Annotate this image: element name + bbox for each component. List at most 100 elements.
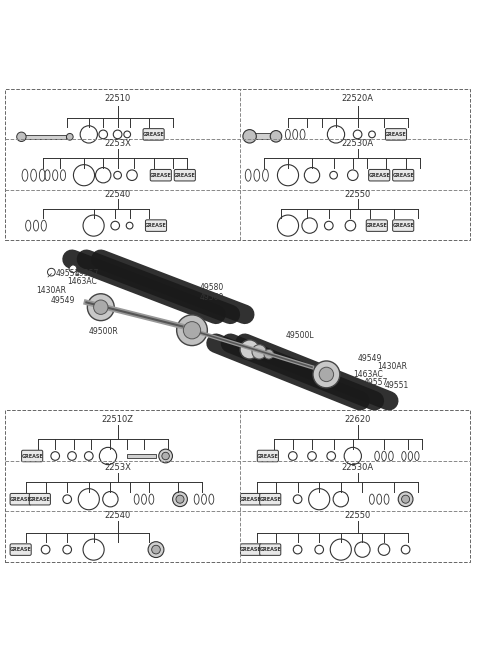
Text: 1430AR: 1430AR <box>377 362 407 371</box>
Circle shape <box>277 165 299 186</box>
Text: GREASE: GREASE <box>143 132 165 137</box>
Text: 22520A: 22520A <box>342 94 373 103</box>
Circle shape <box>51 452 60 460</box>
Circle shape <box>114 171 121 179</box>
Circle shape <box>17 132 26 141</box>
Circle shape <box>173 492 187 507</box>
Text: 1463AC: 1463AC <box>353 370 383 379</box>
Circle shape <box>73 165 95 186</box>
Circle shape <box>152 545 160 554</box>
FancyBboxPatch shape <box>257 450 278 462</box>
Circle shape <box>277 215 299 236</box>
FancyBboxPatch shape <box>174 169 195 181</box>
Circle shape <box>270 130 282 142</box>
Bar <box>5 410 470 562</box>
Circle shape <box>183 321 201 339</box>
Text: 49580: 49580 <box>199 284 224 292</box>
Circle shape <box>369 131 375 138</box>
FancyBboxPatch shape <box>150 169 171 181</box>
Circle shape <box>68 452 76 460</box>
Circle shape <box>293 495 302 503</box>
Circle shape <box>330 539 351 560</box>
Circle shape <box>63 545 72 554</box>
Text: GREASE: GREASE <box>259 497 281 502</box>
Circle shape <box>330 171 337 179</box>
Text: 1463AC: 1463AC <box>67 277 97 286</box>
Bar <box>252 133 276 139</box>
FancyBboxPatch shape <box>145 220 167 231</box>
Circle shape <box>162 452 169 459</box>
Circle shape <box>243 130 256 143</box>
Text: 49500R: 49500R <box>89 327 119 336</box>
Text: GREASE: GREASE <box>259 547 281 552</box>
FancyBboxPatch shape <box>22 450 43 462</box>
Circle shape <box>355 542 370 557</box>
Text: GREASE: GREASE <box>385 132 407 137</box>
Text: 22550: 22550 <box>345 190 371 199</box>
Text: 2253X: 2253X <box>104 463 131 472</box>
Circle shape <box>83 215 104 236</box>
FancyBboxPatch shape <box>260 493 281 505</box>
Circle shape <box>99 447 117 465</box>
FancyBboxPatch shape <box>10 493 31 505</box>
Circle shape <box>264 349 274 359</box>
FancyBboxPatch shape <box>260 544 281 555</box>
Circle shape <box>327 126 345 143</box>
Circle shape <box>402 495 409 503</box>
Circle shape <box>345 220 356 231</box>
Text: 22540: 22540 <box>105 511 131 520</box>
Circle shape <box>313 361 340 388</box>
Text: 1430AR: 1430AR <box>36 286 66 295</box>
Circle shape <box>344 447 361 465</box>
FancyBboxPatch shape <box>29 493 50 505</box>
FancyBboxPatch shape <box>366 220 387 231</box>
Circle shape <box>94 300 108 314</box>
Circle shape <box>103 492 118 507</box>
Text: GREASE: GREASE <box>150 173 172 178</box>
Circle shape <box>327 452 336 460</box>
Circle shape <box>111 221 120 230</box>
Text: GREASE: GREASE <box>10 497 32 502</box>
Circle shape <box>302 218 317 233</box>
Text: GREASE: GREASE <box>174 173 196 178</box>
Circle shape <box>124 131 131 138</box>
Text: 2253X: 2253X <box>104 139 131 148</box>
Circle shape <box>324 221 333 230</box>
Text: 22530A: 22530A <box>342 139 373 148</box>
Circle shape <box>96 168 111 183</box>
Text: 22510Z: 22510Z <box>102 415 133 424</box>
Text: 49549: 49549 <box>358 354 382 363</box>
Circle shape <box>80 126 97 143</box>
Circle shape <box>69 265 77 273</box>
Circle shape <box>348 170 358 181</box>
Circle shape <box>333 492 348 507</box>
Circle shape <box>308 452 316 460</box>
Circle shape <box>401 545 410 554</box>
Circle shape <box>252 345 266 359</box>
Circle shape <box>319 367 334 382</box>
Circle shape <box>176 495 184 503</box>
Text: 22540: 22540 <box>105 190 131 199</box>
Text: 49557: 49557 <box>364 378 388 387</box>
Text: GREASE: GREASE <box>368 173 390 178</box>
Text: GREASE: GREASE <box>366 223 388 228</box>
Text: 49551: 49551 <box>385 381 409 390</box>
FancyBboxPatch shape <box>369 169 390 181</box>
Text: 49551: 49551 <box>55 269 80 278</box>
Text: GREASE: GREASE <box>392 223 414 228</box>
Circle shape <box>83 539 104 560</box>
Circle shape <box>99 130 108 139</box>
Text: GREASE: GREASE <box>21 454 43 459</box>
Text: 22550: 22550 <box>345 511 371 520</box>
FancyBboxPatch shape <box>10 544 31 555</box>
Text: 49560: 49560 <box>199 293 224 302</box>
FancyBboxPatch shape <box>240 493 262 505</box>
Circle shape <box>87 294 114 321</box>
Circle shape <box>84 452 93 460</box>
Circle shape <box>48 268 55 276</box>
Circle shape <box>127 170 137 181</box>
Circle shape <box>41 545 50 554</box>
Circle shape <box>398 492 413 507</box>
Circle shape <box>293 545 302 554</box>
Text: GREASE: GREASE <box>145 223 167 228</box>
